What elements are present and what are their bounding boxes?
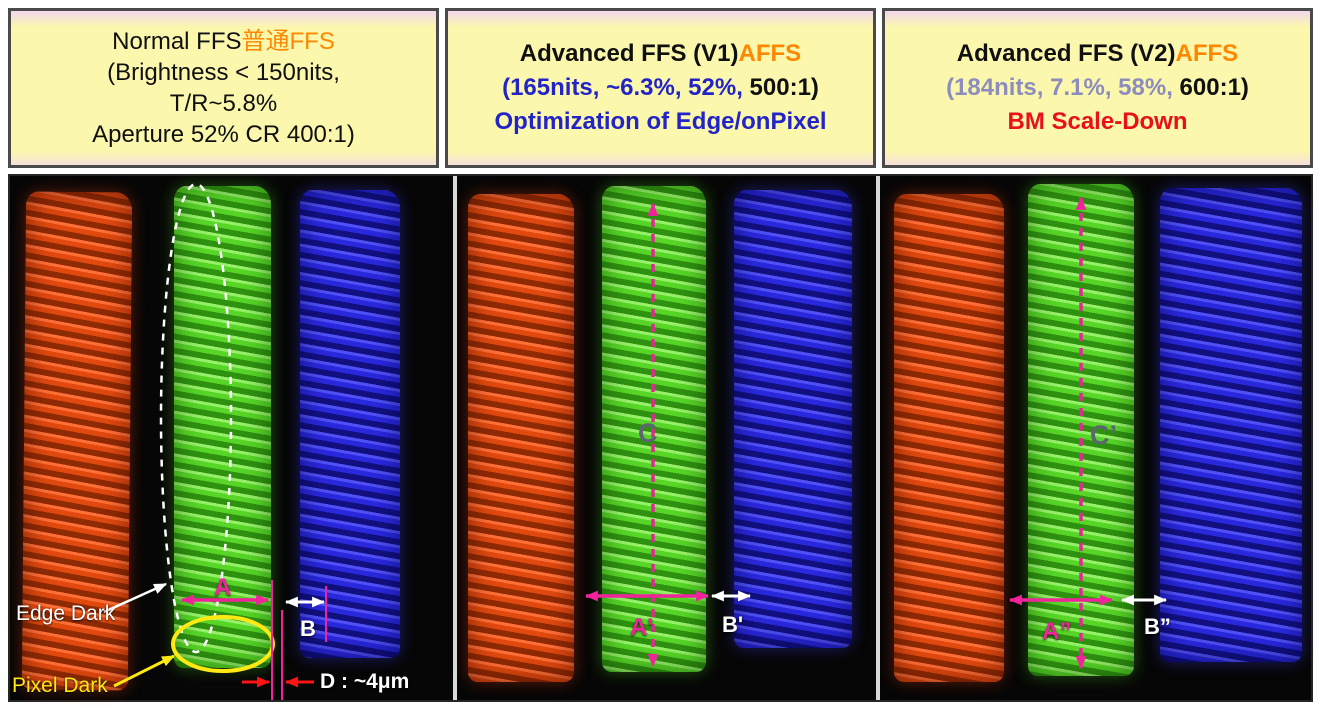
affs-v1-title-suffix: AFFS: [738, 40, 802, 67]
affs-v1-specs-tail: 500:1): [742, 74, 819, 101]
affs-v2-title-text: Advanced FFS (V2): [956, 40, 1176, 67]
affs-v1-specs-main: (165nits, ~6.3%, 52%,: [502, 74, 743, 101]
panel-separator: [876, 176, 880, 700]
normal-ffs-title: Normal FFS普通FFS: [112, 26, 335, 57]
affs-v2-specs-tail: 600:1): [1172, 74, 1249, 101]
pixel-dark-label: Pixel Dark: [12, 674, 108, 697]
affs-v2-title-suffix: AFFS: [1175, 40, 1239, 67]
c-height-label: C: [638, 418, 658, 448]
affs-v1-subtitle: Optimization of Edge/onPixel: [494, 108, 827, 135]
green-pixel-bar: [1028, 184, 1134, 676]
red-pixel-bar: [894, 194, 1004, 682]
blue-pixel-bar: [300, 190, 400, 658]
affs-v1-title-text: Advanced FFS (V1): [519, 40, 739, 67]
normal-ffs-title-text: Normal FFS: [112, 28, 242, 55]
red-pixel-bar: [468, 194, 574, 682]
normal-ffs-aperture: Aperture 52% CR 400:1): [92, 121, 355, 148]
affs-v1-header: Advanced FFS (V1)AFFS (165nits, ~6.3%, 5…: [445, 8, 876, 168]
normal-ffs-brightness: (Brightness < 150nits,: [107, 59, 340, 86]
micrograph-stage: Edge Dark Pixel Dark A B D : ~4μm C A' B…: [8, 174, 1313, 702]
affs-v2-specs: (184nits, 7.1%, 58%, 600:1): [946, 71, 1249, 105]
c-prime-label: C’: [1090, 420, 1117, 450]
affs-v2-header: Advanced FFS (V2)AFFS (184nits, 7.1%, 58…: [882, 8, 1313, 168]
d-dim-label: D : ~4μm: [320, 670, 410, 693]
b-doubleprime-label: B”: [1144, 614, 1171, 639]
normal-ffs-tr: T/R~5.8%: [169, 90, 278, 117]
affs-v2-subtitle: BM Scale-Down: [1007, 108, 1188, 135]
blue-pixel-bar: [1160, 188, 1302, 662]
header-row: Normal FFS普通FFS (Brightness < 150nits, T…: [8, 8, 1313, 168]
b-gap-label: B: [300, 616, 316, 641]
affs-v2-specs-main: (184nits, 7.1%, 58%,: [946, 74, 1173, 101]
normal-ffs-header: Normal FFS普通FFS (Brightness < 150nits, T…: [8, 8, 439, 168]
blue-pixel-bar: [734, 190, 852, 648]
a-prime-label: A': [630, 614, 654, 641]
affs-v1-specs: (165nits, ~6.3%, 52%, 500:1): [502, 71, 819, 105]
affs-v1-title: Advanced FFS (V1)AFFS: [520, 37, 801, 71]
edge-dark-label: Edge Dark: [16, 602, 116, 625]
a-width-label: A: [214, 574, 232, 601]
b-prime-label: B': [722, 612, 744, 637]
affs-v2-title: Advanced FFS (V2)AFFS: [957, 37, 1238, 71]
normal-ffs-title-cjk: 普通FFS: [241, 28, 335, 55]
a-doubleprime-label: A”: [1042, 618, 1072, 645]
panel-separator: [453, 176, 457, 700]
